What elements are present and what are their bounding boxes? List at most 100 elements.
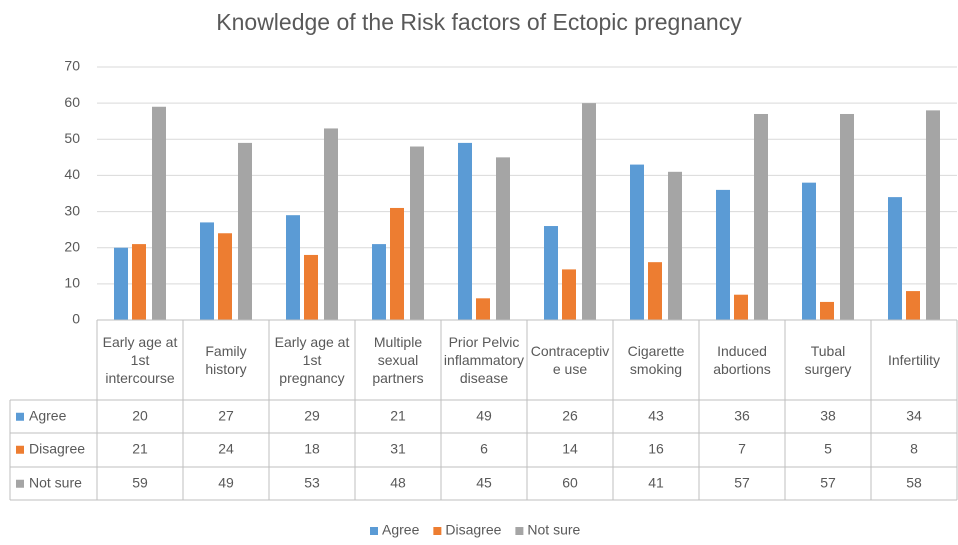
bar — [648, 262, 662, 320]
bar — [754, 113, 768, 320]
bar — [734, 294, 748, 320]
row-header: Disagree — [29, 440, 85, 456]
x-tick-label: Contraceptive use — [530, 343, 610, 377]
table-value: 43 — [648, 407, 664, 423]
legend-key — [16, 445, 24, 454]
category-cell: Early age at 1st intercourse — [102, 334, 178, 386]
legend-key — [370, 527, 378, 535]
bar — [562, 269, 576, 320]
table-value: 5 — [824, 440, 832, 456]
table-value: 34 — [906, 407, 922, 423]
legend-label: Agree — [382, 522, 420, 538]
table-value: 26 — [562, 407, 578, 423]
bar — [496, 157, 510, 320]
table-value: 49 — [476, 407, 492, 423]
category-cell: Tubal surgery — [804, 343, 852, 377]
x-tick-label: Early age at 1st pregnancy — [274, 334, 350, 386]
bar — [114, 247, 128, 320]
category-cell: Multiple sexual partners — [372, 334, 424, 386]
category-cell: Prior Pelvic inflammatory disease — [443, 334, 525, 386]
table-value: 45 — [476, 474, 492, 490]
table-value: 31 — [390, 440, 406, 456]
table-value: 58 — [906, 474, 922, 490]
x-tick-label: Cigarette smoking — [627, 343, 685, 377]
table-value: 29 — [304, 407, 320, 423]
bar — [390, 207, 404, 320]
bar — [820, 301, 834, 320]
bar — [582, 103, 596, 321]
bar — [200, 222, 214, 320]
table-value: 7 — [738, 440, 746, 456]
table-value: 21 — [132, 440, 148, 456]
row-header: Not sure — [29, 474, 82, 490]
y-tick-label: 30 — [64, 202, 80, 218]
category-cell: Cigarette smoking — [627, 343, 685, 377]
row-header: Agree — [29, 407, 67, 423]
category-cell: Contraceptive use — [530, 343, 610, 377]
y-tick-label: 40 — [64, 166, 80, 182]
x-tick-label: Family history — [205, 343, 247, 377]
legend-key — [515, 527, 524, 535]
x-tick-label: Tubal surgery — [804, 343, 852, 377]
table-value: 48 — [390, 474, 406, 490]
table-value: 27 — [218, 407, 234, 423]
bar — [132, 244, 146, 320]
table-value: 8 — [910, 440, 918, 456]
y-tick-label: 50 — [64, 130, 80, 146]
table-value: 21 — [390, 407, 406, 423]
bar — [324, 128, 338, 320]
table-value: 16 — [648, 440, 664, 456]
x-tick-label: Induced abortions — [713, 343, 771, 377]
legend-label: Not sure — [527, 522, 580, 538]
y-tick-label: 20 — [64, 238, 80, 254]
y-tick-label: 70 — [64, 58, 80, 74]
bar — [926, 110, 940, 320]
table-value: 57 — [820, 474, 836, 490]
bar — [840, 113, 854, 320]
table-value: 59 — [132, 474, 148, 490]
table-value: 18 — [304, 440, 320, 456]
x-tick-label: Early age at 1st intercourse — [102, 334, 178, 386]
bar — [372, 244, 386, 320]
table-value: 24 — [218, 440, 234, 456]
bar — [906, 291, 920, 320]
y-tick-label: 0 — [72, 311, 80, 327]
bar — [716, 189, 730, 320]
table-value: 41 — [648, 474, 664, 490]
x-tick-label: Prior Pelvic inflammatory disease — [443, 334, 525, 386]
legend-label: Disagree — [445, 522, 501, 538]
bar — [544, 226, 558, 320]
table-value: 20 — [132, 407, 148, 423]
bar — [476, 298, 490, 320]
bar — [888, 197, 902, 320]
table-value: 38 — [820, 407, 836, 423]
chart-title: Knowledge of the Risk factors of Ectopic… — [216, 9, 742, 35]
bar — [410, 146, 424, 320]
category-cell: Early age at 1st pregnancy — [274, 334, 350, 386]
bar — [218, 233, 232, 320]
y-tick-label: 60 — [64, 94, 80, 110]
legend-key — [433, 527, 442, 535]
bar — [286, 215, 300, 320]
x-tick-label: Infertility — [887, 352, 941, 368]
legend-key — [16, 479, 24, 488]
table-value: 53 — [304, 474, 320, 490]
y-tick-label: 10 — [64, 275, 80, 291]
bar — [630, 164, 644, 320]
bar — [668, 171, 682, 320]
table-value: 60 — [562, 474, 578, 490]
category-cell: Family history — [205, 343, 247, 377]
table-value: 14 — [562, 440, 578, 456]
bar — [238, 142, 252, 320]
table-value: 6 — [480, 440, 488, 456]
category-cell: Induced abortions — [713, 343, 771, 377]
table-value: 36 — [734, 407, 750, 423]
bar — [304, 254, 318, 320]
bar — [458, 142, 472, 320]
table-value: 49 — [218, 474, 234, 490]
x-tick-label: Multiple sexual partners — [372, 334, 424, 386]
legend-key — [16, 412, 24, 421]
bar — [152, 106, 166, 320]
category-cell: Infertility — [887, 352, 941, 368]
